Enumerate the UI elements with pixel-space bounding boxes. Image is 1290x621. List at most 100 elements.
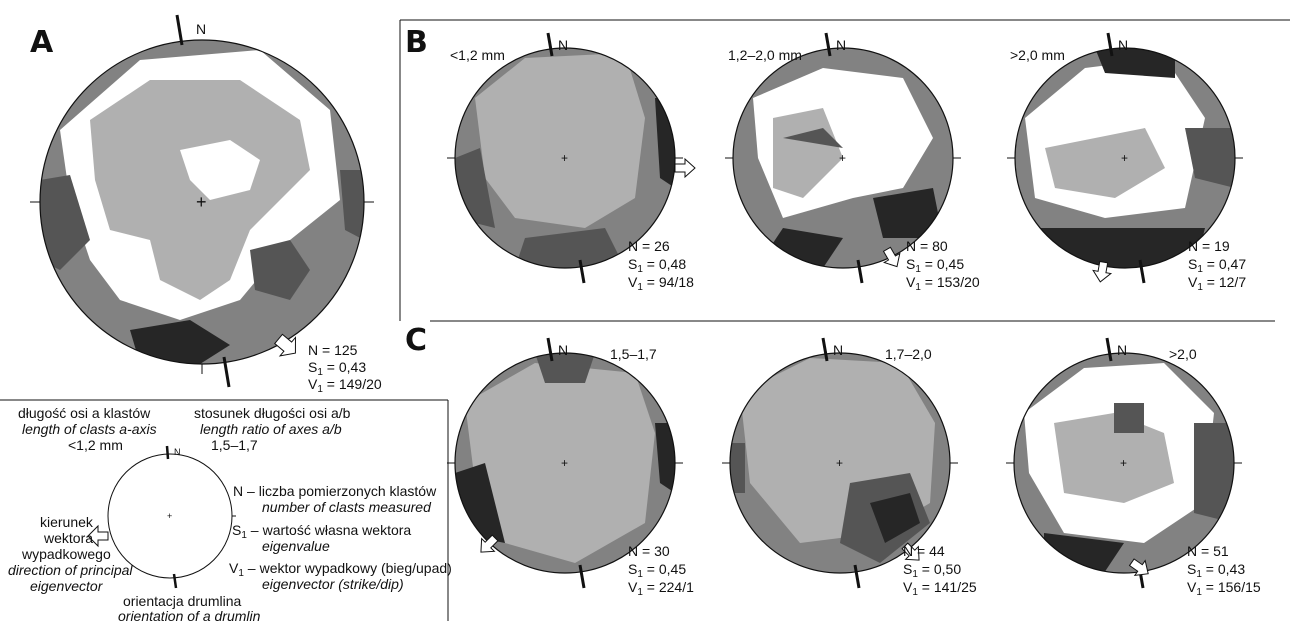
- stat-v1: V1 = 153/20: [906, 274, 980, 293]
- center-cross: +: [196, 192, 207, 212]
- legend-v1-line: V1 – wektor wypadkowy (bieg/upad): [229, 560, 452, 579]
- legend-dir-en-1: direction of principal: [8, 562, 133, 578]
- north-label: N: [1117, 342, 1127, 358]
- legend-ratio-en: length ratio of axes a/b: [200, 421, 342, 437]
- legend-axis-length-value: <1,2 mm: [68, 437, 123, 453]
- stat-n: N = 51: [1187, 543, 1229, 559]
- legend-s1-line: S1 – wartość własna wektora: [232, 522, 411, 541]
- drumlin-axis-bottom: [1138, 259, 1146, 284]
- drumlin-axis-top: [1106, 32, 1114, 57]
- legend-n-line: N – liczba pomierzonych klastów: [233, 483, 437, 499]
- stat-s1: S1 = 0,43: [308, 359, 366, 378]
- class-label: >2,0 mm: [1010, 47, 1065, 63]
- contour-zone: [730, 443, 745, 493]
- legend-ratio-value: 1,5–1,7: [211, 437, 258, 453]
- stat-s1: S1 = 0,50: [903, 561, 961, 580]
- panel-letter-a: A: [30, 25, 54, 60]
- stat-s1: S1 = 0,47: [1188, 256, 1246, 275]
- drumlin-axis-bottom: [578, 259, 586, 284]
- contour-zone: [870, 493, 920, 543]
- panel-letter-b: B: [405, 25, 428, 60]
- stat-s1: S1 = 0,45: [906, 256, 964, 275]
- legend-center-cross: +: [167, 511, 172, 521]
- contour-zone: [1045, 128, 1165, 198]
- stat-v1: V1 = 12/7: [1188, 274, 1246, 293]
- drumlin-axis-top: [1105, 337, 1113, 362]
- contour-zone: [783, 128, 843, 148]
- contour-zone-dark-e: [340, 170, 364, 240]
- eigenvector-arrow: [1092, 260, 1113, 283]
- legend-eigenvector-arrow: [87, 524, 109, 548]
- north-label: N: [836, 37, 846, 53]
- drumlin-axis-bottom: [856, 259, 864, 284]
- legend-n-en: number of clasts measured: [262, 499, 432, 515]
- contour-zone-max: [130, 320, 230, 364]
- eigenvector-arrow: [1128, 558, 1149, 577]
- legend-v1-en: eigenvector (strike/dip): [262, 576, 404, 592]
- eigenvector-arrow: [480, 534, 499, 553]
- stat-n: N = 44: [903, 543, 945, 559]
- legend-ratio-pl: stosunek długości osi a/b: [194, 405, 351, 421]
- center-cross: +: [561, 456, 568, 470]
- contour-zone: [535, 353, 595, 383]
- contour-zone-dark-se: [250, 240, 310, 300]
- drumlin-axis-top: [546, 32, 554, 57]
- class-label: 1,2–2,0 mm: [728, 47, 802, 63]
- north-label: N: [196, 21, 206, 37]
- class-label: <1,2 mm: [450, 47, 505, 63]
- class-label: >2,0: [1169, 346, 1197, 362]
- contour-zone-dark-w: [40, 175, 90, 270]
- legend-drumlin-top: [165, 445, 170, 460]
- contour-zone-white-inner: [180, 140, 260, 200]
- contour-zone: [873, 188, 943, 238]
- contour-zone: [1095, 48, 1175, 78]
- north-label: N: [1118, 37, 1128, 53]
- legend-dir-pl-2: wektora: [43, 530, 93, 546]
- stat-v1: V1 = 141/25: [903, 579, 977, 598]
- eigenvector-arrow: [274, 333, 296, 357]
- stat-n: N = 19: [1188, 238, 1230, 254]
- contour-zone: [1035, 228, 1205, 268]
- stat-n: N = 26: [628, 238, 670, 254]
- stat-n: N = 30: [628, 543, 670, 559]
- eigenvector-arrow: [882, 246, 901, 268]
- stat-v1: V1 = 94/18: [628, 274, 694, 293]
- stat-v1: V1 = 224/1: [628, 579, 694, 598]
- contour-zone: [1114, 403, 1144, 433]
- contour-zone: [1194, 423, 1234, 523]
- legend-drumlin-pl: orientacja drumlina: [123, 593, 241, 609]
- class-label: 1,7–2,0: [885, 346, 932, 362]
- legend-north: N: [174, 447, 181, 457]
- legend-s1-en: eigenvalue: [262, 538, 330, 554]
- contour-zone: [465, 363, 655, 563]
- stat-v1: V1 = 149/20: [308, 376, 382, 395]
- contour-zone: [1185, 128, 1235, 188]
- center-cross: +: [1120, 456, 1127, 470]
- legend-dir-pl-3: wypadkowego: [21, 546, 111, 562]
- stat-s1: S1 = 0,45: [628, 561, 686, 580]
- stat-v1: V1 = 156/15: [1187, 579, 1261, 598]
- legend-axis-length-en: length of clasts a-axis: [22, 421, 157, 437]
- drumlin-axis-bottom: [222, 356, 231, 388]
- north-label: N: [558, 342, 568, 358]
- center-cross: +: [1121, 151, 1128, 165]
- center-cross: +: [561, 151, 568, 165]
- panel-letter-c: C: [405, 323, 427, 358]
- north-label: N: [833, 342, 843, 358]
- contour-zone: [515, 228, 625, 268]
- stat-s1: S1 = 0,48: [628, 256, 686, 275]
- drumlin-axis-top: [824, 32, 832, 57]
- class-label: 1,5–1,7: [610, 346, 657, 362]
- stat-n: N = 125: [308, 342, 358, 358]
- stat-n: N = 80: [906, 238, 948, 254]
- contour-zone: [475, 53, 645, 228]
- drumlin-axis-top: [546, 337, 554, 362]
- north-label: N: [558, 37, 568, 53]
